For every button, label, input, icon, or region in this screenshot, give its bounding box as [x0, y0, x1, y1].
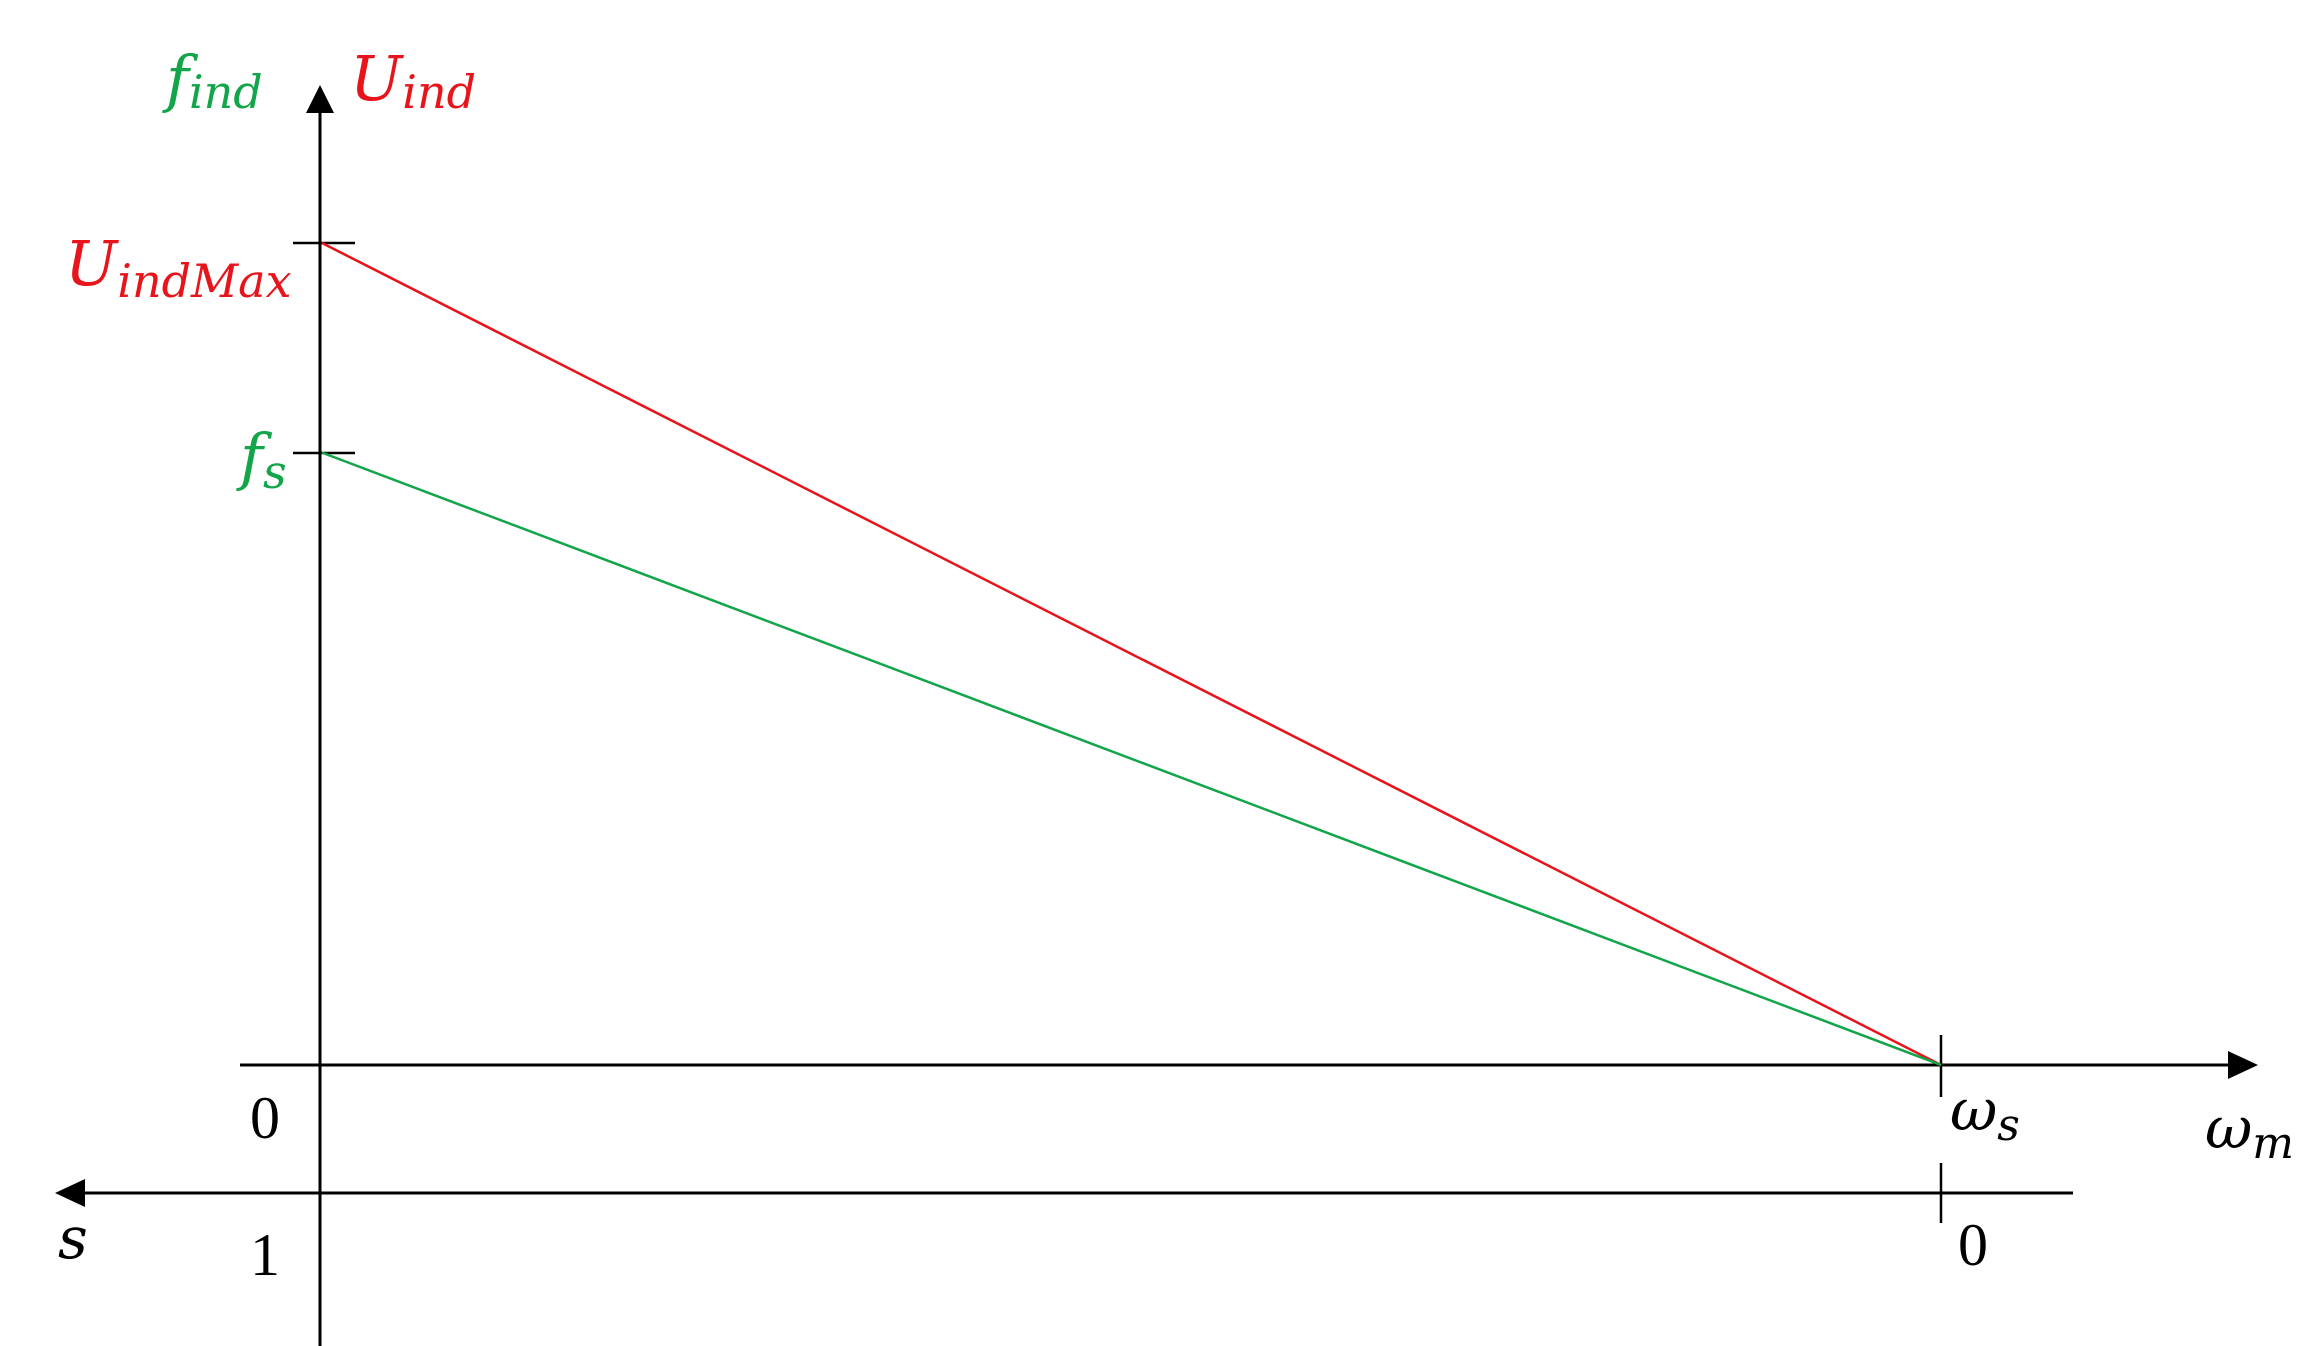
omega-axis-arrowhead	[2228, 1051, 2258, 1079]
origin-omega-label: 0	[250, 1085, 280, 1151]
omega-s-label: ωs	[1950, 1076, 2020, 1151]
y-axis-label-u-ind: Uind	[350, 42, 476, 119]
s-zero-label: 0	[1958, 1212, 1988, 1278]
x-axis-label-sub: m	[2252, 1118, 2294, 1169]
x-axis-label-omega-m: ωm	[2205, 1094, 2294, 1169]
tick-label-u-main: U	[65, 227, 119, 300]
tick-label-u-ind-max: UindMax	[65, 227, 292, 308]
series-line-f-ind	[321, 451, 1942, 1067]
tick-label-u-sub: indMax	[117, 254, 291, 308]
x-axis-label-main: ω	[2205, 1094, 2252, 1162]
s-axis-arrowhead	[55, 1179, 85, 1207]
s-axis-label: s	[58, 1204, 88, 1272]
origin-s-label: 1	[250, 1222, 280, 1288]
omega-s-sub: s	[1997, 1100, 2020, 1151]
series-line-u-ind	[321, 241, 1942, 1067]
y-axis-label-f-ind: find	[162, 42, 263, 119]
tick-label-f-s: fs	[236, 420, 287, 499]
omega-s-main: ω	[1950, 1076, 1997, 1144]
tick-label-f-sub: s	[263, 445, 287, 499]
y-axis-arrowhead	[306, 85, 334, 113]
y-axis-label-u-main: U	[350, 42, 404, 115]
y-axis-label-u-sub: ind	[402, 65, 476, 119]
y-axis-label-f-sub: ind	[189, 65, 263, 119]
